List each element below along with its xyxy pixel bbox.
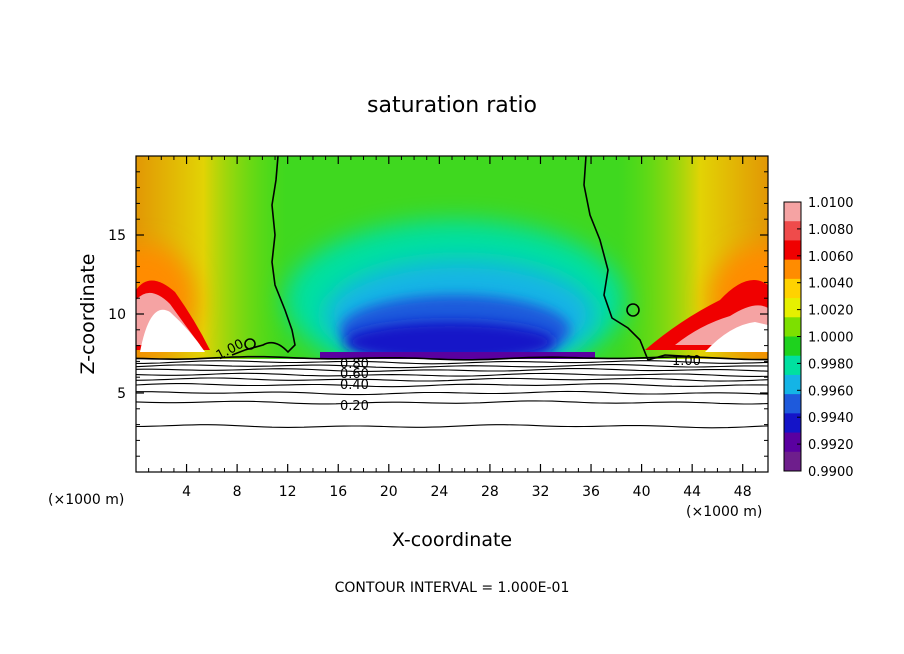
- x-axis-ticks: 4 8 12 16 20 24 28 32 36 40 44 48: [148, 156, 756, 500]
- colorbar-label: 1.0080: [808, 223, 854, 238]
- colorbar-swatch: [784, 298, 801, 318]
- colorbar-label: 1.0100: [808, 196, 854, 211]
- colorbar-label: 1.0060: [808, 250, 854, 265]
- x-tick-label: 12: [279, 484, 297, 500]
- colorbar-label: 1.0000: [808, 331, 854, 346]
- colorbar-swatch: [784, 278, 801, 299]
- colorbar-label: 1.0040: [808, 277, 854, 292]
- x-tick-label: 48: [734, 484, 752, 500]
- y-tick-label: 5: [117, 386, 126, 402]
- colorbar: 1.0100 1.0080 1.0060 1.0040 1.0020 1.0000 0.99…: [783, 196, 854, 480]
- x-unit-right: (×1000 m): [686, 504, 762, 520]
- colorbar-label: 0.9940: [808, 411, 854, 426]
- colorbar-swatch: [784, 451, 801, 472]
- x-tick-label: 4: [182, 484, 191, 500]
- contour-line: [136, 377, 768, 382]
- contour-label-0-20: 0.20: [340, 399, 369, 414]
- x-tick-label: 8: [233, 484, 242, 500]
- x-tick-label: 36: [582, 484, 600, 500]
- contour-label-0-60: 0.60: [340, 367, 369, 382]
- contour-line-1-00-right: [583, 156, 701, 361]
- contour-interval-note: CONTOUR INTERVAL = 1.000E-01: [335, 580, 570, 596]
- contour-line: [136, 400, 768, 405]
- colorbar-swatch: [784, 355, 801, 376]
- colorbar-swatch: [784, 240, 801, 261]
- heatmap-field: [136, 156, 768, 472]
- cloud-free-lower: [136, 359, 768, 472]
- y-tick-label: 15: [108, 228, 126, 244]
- colorbar-swatch: [784, 374, 801, 395]
- chart-title: saturation ratio: [367, 93, 537, 118]
- x-tick-label: 16: [329, 484, 347, 500]
- x-unit-left: (×1000 m): [48, 492, 124, 508]
- contour-line-1-00-left: [231, 156, 296, 356]
- cloud-free-right: [705, 322, 768, 352]
- x-tick-label: 28: [481, 484, 499, 500]
- contour-line: [136, 367, 768, 372]
- colorbar-label: 0.9980: [808, 357, 854, 372]
- contour-line: [136, 383, 768, 388]
- x-tick-label: 44: [683, 484, 701, 500]
- colorbar-swatch: [784, 336, 801, 357]
- contour-lines: [136, 355, 768, 429]
- colorbar-swatch: [784, 394, 801, 414]
- colorbar-swatch: [784, 259, 801, 280]
- contour-loop-right: [626, 303, 640, 317]
- colorbar-label: 0.9900: [808, 465, 854, 480]
- colorbar-swatch: [784, 221, 801, 241]
- contour-label-1-00-right: 1.00: [672, 354, 701, 369]
- field-purple-base: [320, 352, 595, 359]
- y-tick-label: 10: [108, 307, 126, 323]
- x-tick-label: 20: [380, 484, 398, 500]
- x-tick-label: 24: [430, 484, 448, 500]
- x-tick-label: 32: [532, 484, 550, 500]
- contour-line: [136, 364, 768, 369]
- contour-label-0-80: 0.80: [340, 357, 369, 372]
- x-tick-label: 40: [633, 484, 651, 500]
- colorbar-label: 0.9920: [808, 438, 854, 453]
- contour-label-0-40: 0.40: [340, 378, 369, 393]
- contour-line: [136, 355, 768, 361]
- contour-loop-left: [244, 338, 256, 350]
- contour-line: [136, 360, 768, 365]
- colorbar-swatch: [784, 317, 801, 337]
- contour-line: [136, 424, 768, 429]
- colorbar-swatch: [784, 202, 801, 222]
- colorbar-swatch: [784, 432, 801, 453]
- contour-line: [136, 390, 768, 396]
- x-axis-label: X-coordinate: [392, 529, 512, 551]
- colorbar-label: 1.0020: [808, 304, 854, 319]
- colorbar-label: 0.9960: [808, 384, 854, 399]
- colorbar-swatch: [784, 413, 801, 434]
- y-axis-ticks: 5 10 15: [108, 171, 768, 457]
- y-axis-label: Z-coordinate: [77, 254, 99, 375]
- cloud-free-left: [140, 309, 205, 352]
- contour-line: [136, 372, 768, 377]
